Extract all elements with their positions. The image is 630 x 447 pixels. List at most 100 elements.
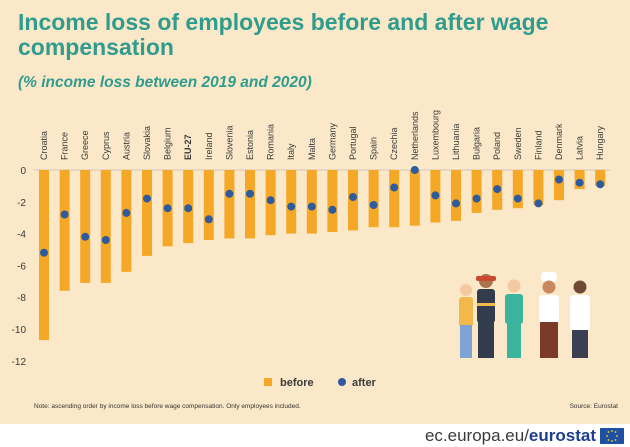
category-label: Latvia	[575, 136, 585, 160]
category-label: Cyprus	[101, 131, 111, 160]
category-label: Croatia	[39, 131, 49, 160]
category-label: Italy	[286, 143, 296, 160]
dot-after	[349, 193, 357, 201]
dot-after	[328, 205, 337, 214]
bar-before	[533, 170, 544, 205]
y-tick-label: 0	[20, 166, 26, 177]
bar-before	[451, 170, 461, 221]
dot-after	[452, 199, 460, 208]
dot-after	[266, 196, 275, 205]
legend-label-after: after	[352, 377, 377, 389]
worker-figure-4	[539, 272, 559, 358]
dot-after	[513, 194, 522, 203]
category-label: Bulgaria	[472, 127, 482, 160]
workers-illustration	[459, 272, 590, 358]
y-tick-label: -4	[17, 230, 26, 241]
category-label: Hungary	[595, 125, 605, 160]
y-tick-label: -10	[12, 325, 27, 336]
bar-before	[59, 170, 70, 291]
dot-after	[287, 202, 296, 211]
category-label: Spain	[369, 137, 379, 160]
y-tick-label: -2	[17, 198, 26, 209]
dot-after	[534, 199, 543, 208]
dot-after	[225, 189, 234, 198]
dot-after	[307, 202, 316, 211]
legend-swatch-before	[264, 378, 272, 386]
worker-figure-5	[570, 280, 590, 358]
y-tick-label: -6	[17, 261, 26, 272]
dot-after	[246, 189, 254, 198]
bar-before	[121, 170, 132, 272]
dots-after	[40, 166, 605, 257]
category-label: Estonia	[245, 130, 255, 160]
category-label: Belgium	[163, 127, 173, 160]
dot-after	[390, 183, 399, 192]
category-label: Finland	[533, 130, 543, 160]
bar-before	[409, 170, 420, 226]
chart-subtitle: (% income loss between 2019 and 2020)	[18, 74, 312, 91]
bar-before	[389, 170, 400, 228]
dot-after	[596, 180, 605, 189]
category-label: Germany	[327, 122, 337, 160]
category-label: Denmark	[554, 123, 564, 160]
bar-before	[327, 170, 338, 232]
dot-after	[143, 194, 151, 203]
dot-after	[555, 175, 563, 184]
category-label: EU-27	[183, 134, 193, 160]
category-label: Slovenia	[224, 125, 234, 160]
bar-before	[368, 170, 379, 228]
bar-before	[142, 170, 152, 256]
dot-after	[472, 194, 481, 203]
dot-after	[410, 166, 419, 174]
category-label: Poland	[492, 132, 502, 160]
dot-after	[493, 185, 502, 194]
category-label: Luxembourg	[430, 110, 440, 160]
category-label: Romania	[266, 124, 276, 160]
legend-label-before: before	[280, 377, 314, 389]
category-label: Portugal	[348, 126, 358, 160]
bar-before	[306, 170, 317, 234]
legend-swatch-after	[338, 378, 346, 386]
bar-before	[554, 170, 564, 201]
dot-after	[575, 178, 584, 187]
category-labels: Croatia France Greece Cyprus Austria Slovakia…	[39, 110, 605, 160]
footer-url[interactable]: ec.europa.eu/eurostat	[425, 426, 596, 446]
dot-after	[40, 248, 48, 257]
category-label: Ireland	[204, 132, 214, 160]
bar-before	[471, 170, 482, 213]
category-label: France	[60, 132, 70, 160]
dot-after	[81, 232, 90, 241]
dot-after	[431, 191, 440, 200]
bar-before	[286, 170, 297, 234]
category-label: Netherlands	[410, 111, 420, 160]
category-label: Sweden	[513, 127, 523, 160]
category-label: Austria	[121, 132, 131, 160]
bar-chart: Croatia France Greece Cyprus Austria Slovakia…	[12, 110, 610, 389]
y-tick-label: -8	[17, 293, 26, 304]
bar-before	[224, 170, 235, 239]
bar-before	[595, 170, 606, 186]
dot-after	[184, 204, 193, 213]
dot-after	[204, 215, 213, 224]
legend: before after	[264, 377, 377, 389]
category-label: Lithuania	[451, 123, 461, 160]
category-label: Czechia	[389, 127, 399, 160]
bar-before	[245, 170, 255, 239]
bar-before	[203, 170, 214, 240]
bar-before	[512, 170, 523, 209]
footer-bar: ec.europa.eu/eurostat	[0, 424, 630, 447]
y-tick-label: -12	[12, 357, 27, 368]
category-label: Slovakia	[142, 126, 152, 160]
category-label: Greece	[80, 130, 90, 160]
chart-title: Income loss of employees before and afte…	[18, 9, 549, 60]
worker-figure-3	[505, 279, 523, 358]
dot-after	[163, 204, 172, 213]
dot-after	[369, 201, 378, 209]
bar-before	[100, 170, 111, 283]
footer-brand: eurostat	[528, 426, 596, 445]
worker-figure-1	[459, 284, 473, 358]
chart-note: Note: ascending order by income loss bef…	[34, 403, 301, 410]
category-label: Malta	[307, 138, 317, 160]
dot-after	[122, 208, 131, 217]
eu-flag-icon	[600, 428, 624, 444]
